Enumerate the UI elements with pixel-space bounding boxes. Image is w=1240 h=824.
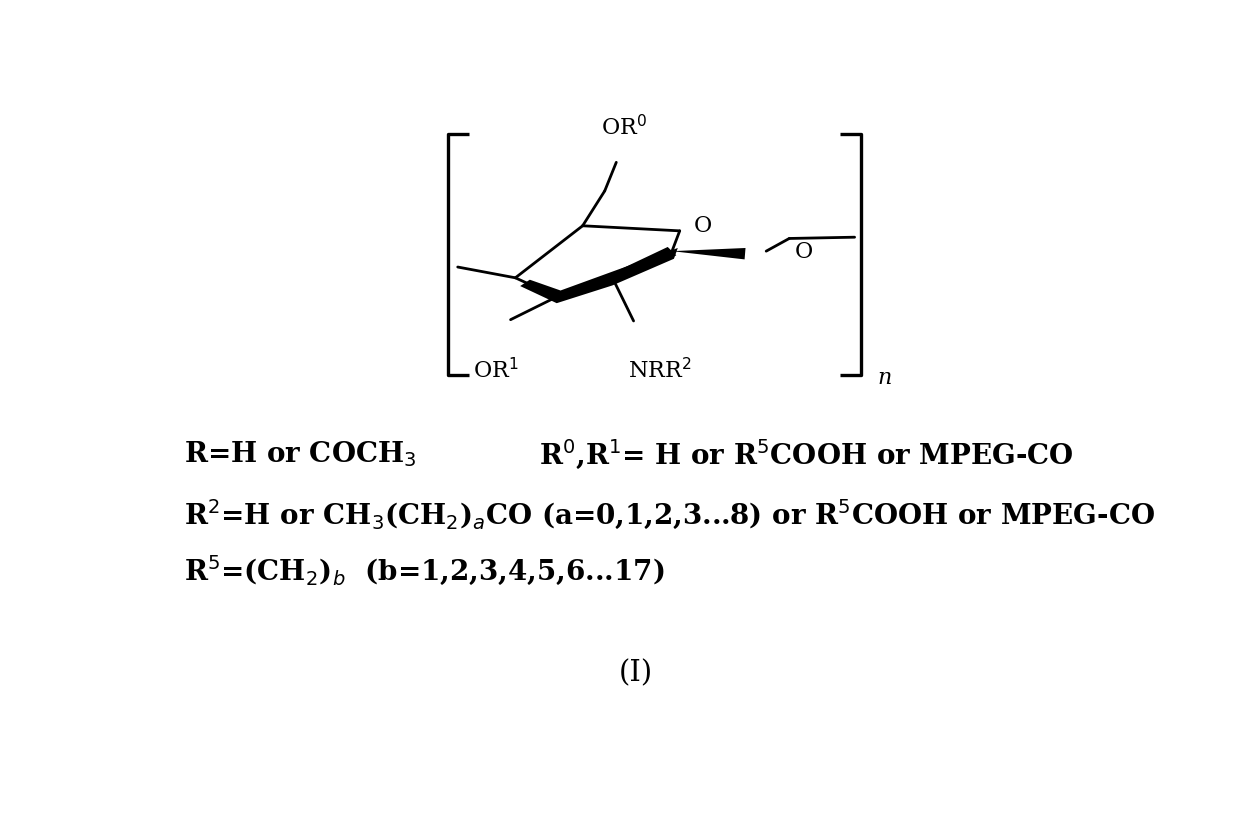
Text: R$^2$=H or CH$_3$(CH$_2$)$_a$CO (a=0,1,2,3...8) or R$^5$COOH or MPEG-CO: R$^2$=H or CH$_3$(CH$_2$)$_a$CO (a=0,1,2… <box>184 498 1154 531</box>
Text: R$^0$,R$^1$= H or R$^5$COOH or MPEG-CO: R$^0$,R$^1$= H or R$^5$COOH or MPEG-CO <box>539 438 1074 471</box>
Text: (Ⅰ): (Ⅰ) <box>619 659 652 687</box>
Text: NRR$^2$: NRR$^2$ <box>627 358 691 383</box>
Text: n: n <box>878 367 892 389</box>
Text: OR$^0$: OR$^0$ <box>601 115 647 140</box>
Text: O: O <box>693 215 712 236</box>
Text: O: O <box>795 241 812 264</box>
Polygon shape <box>521 248 678 303</box>
Text: OR$^1$: OR$^1$ <box>474 358 520 383</box>
Polygon shape <box>609 247 676 281</box>
Polygon shape <box>556 274 615 299</box>
Polygon shape <box>672 248 745 260</box>
Text: R$^5$=(CH$_2$)$_b$  (b=1,2,3,4,5,6...17): R$^5$=(CH$_2$)$_b$ (b=1,2,3,4,5,6...17) <box>184 553 665 587</box>
Text: R=H or COCH$_3$: R=H or COCH$_3$ <box>184 439 417 469</box>
